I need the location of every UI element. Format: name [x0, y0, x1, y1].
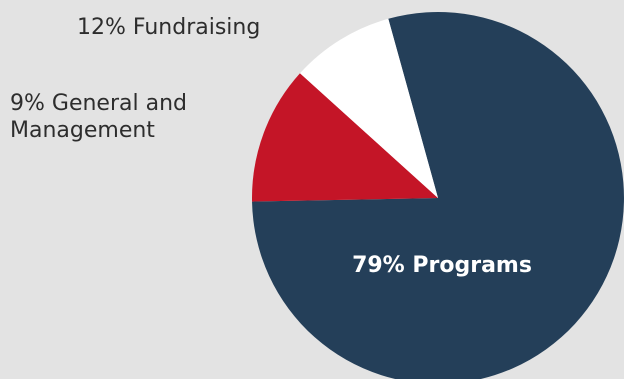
slice-label-general-management: 9% General and Management	[10, 90, 187, 144]
pie-slice-general-management	[299, 18, 438, 199]
pie-slice-programs	[252, 12, 624, 379]
pie-slices	[251, 12, 624, 379]
slice-label-programs: 79% Programs	[352, 253, 532, 278]
slice-label-general-line-1: 9% General and	[10, 91, 187, 116]
slice-label-fundraising: 12% Fundraising	[77, 15, 261, 40]
slice-label-general-line-2: Management	[10, 118, 155, 143]
pie-slice-fundraising	[251, 73, 438, 202]
